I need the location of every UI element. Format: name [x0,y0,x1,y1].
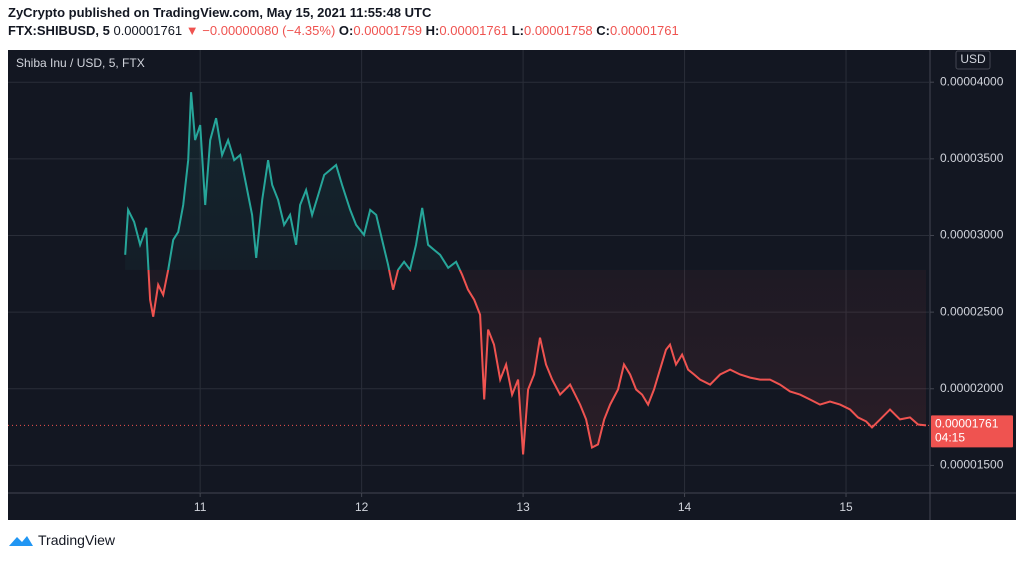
publisher: ZyCrypto published on TradingView.com, M… [8,5,432,20]
change: −0.00000080 (−4.35%) [202,23,336,38]
countdown: 04:15 [935,431,965,445]
y-tick-label: 0.00004000 [940,74,1004,88]
quote-line: FTX:SHIBUSD, 5 0.00001761 ▼ −0.00000080 … [8,22,679,40]
header: ZyCrypto published on TradingView.com, M… [8,4,679,40]
last: 0.00001761 [113,23,183,38]
x-tick-label: 14 [678,500,692,514]
arrow: ▼ [185,23,199,38]
x-tick-label: 12 [355,500,369,514]
price-line [124,92,927,455]
footer: TradingView [8,532,115,548]
last-price-label: 0.00001761 [935,417,999,431]
baseline-area [125,92,926,455]
y-tick-label: 0.00002000 [940,381,1004,395]
published-line: ZyCrypto published on TradingView.com, M… [8,4,679,22]
x-tick-label: 11 [194,500,207,514]
currency: USD [960,52,986,66]
open-label: O: [338,23,354,38]
y-tick-label: 0.00002500 [940,304,1004,318]
y-tick-label: 0.00003500 [940,151,1004,165]
x-tick-label: 15 [839,500,853,514]
currency-box [955,50,991,70]
close: 0.00001761 [610,23,679,38]
low: 0.00001758 [523,23,593,38]
last-price-box [931,415,1013,448]
symbol: FTX:SHIBUSD, 5 [8,23,110,38]
y-tick-label: 0.00003000 [940,228,1004,242]
brand: TradingView [38,532,116,548]
x-tick-label: 13 [516,500,530,514]
logo [9,536,33,546]
open: 0.00001759 [353,23,423,38]
low-label: L: [511,23,524,38]
series-legend: Shiba Inu / USD, 5, FTX [16,56,145,70]
high-label: H: [425,23,440,38]
y-tick-label: 0.00001500 [940,458,1004,472]
chart: USD 0.00001500 0.00002000 0.00002500 0.0000… [8,50,1016,520]
high: 0.00001761 [439,23,509,38]
close-label: C: [596,23,611,38]
